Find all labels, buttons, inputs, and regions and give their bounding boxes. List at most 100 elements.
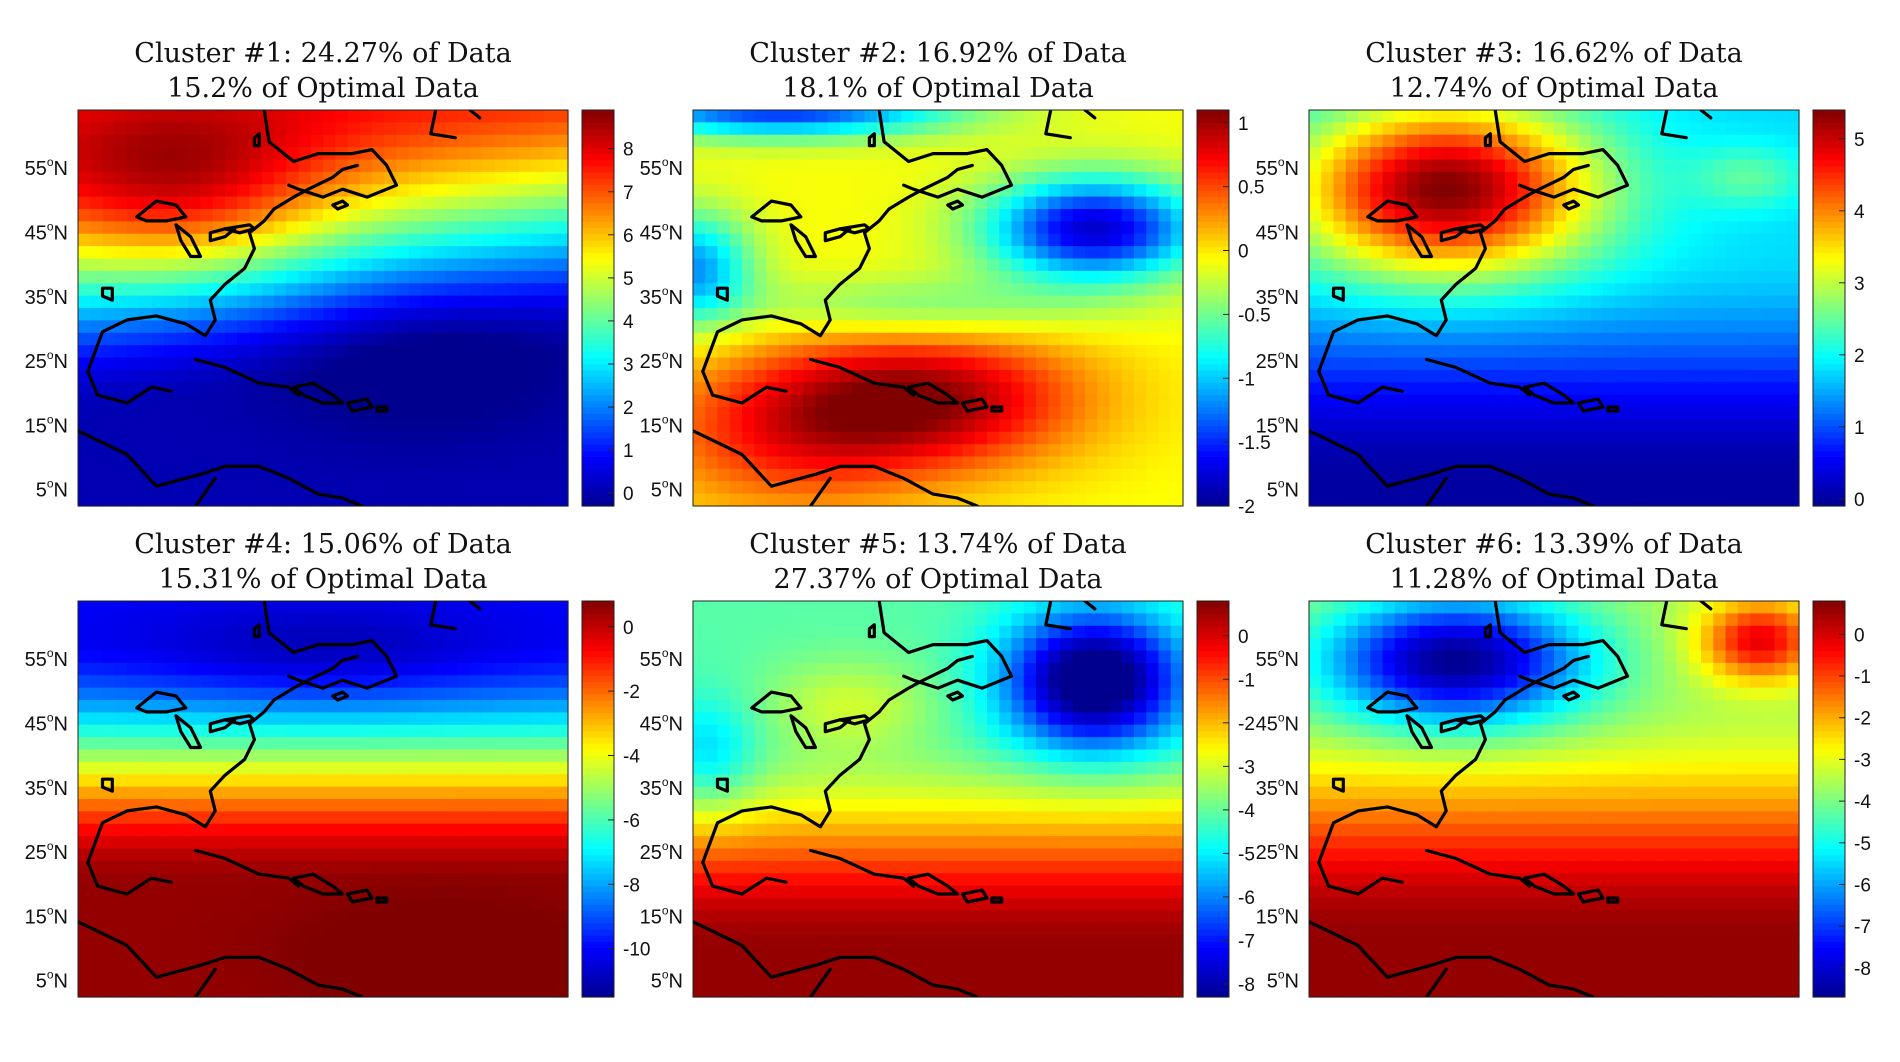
heatmap-cell xyxy=(519,724,532,738)
heatmap-cell xyxy=(445,774,459,788)
heatmap-cell xyxy=(347,431,361,445)
heatmap-cell xyxy=(1011,147,1025,161)
heatmap-cell xyxy=(261,811,275,825)
heatmap-cell xyxy=(1109,308,1123,321)
heatmap-cell xyxy=(114,171,128,185)
heatmap-cell xyxy=(225,308,238,321)
colorbar-band xyxy=(1813,246,1845,253)
heatmap-cell xyxy=(445,147,459,161)
heatmap-cell xyxy=(1036,196,1049,210)
colorbar-band xyxy=(582,388,614,396)
heatmap-cell xyxy=(384,196,398,210)
heatmap-cell xyxy=(974,258,988,272)
heatmap-cell xyxy=(286,493,300,507)
heatmap-cell xyxy=(555,270,569,284)
heatmap-cell xyxy=(347,687,361,701)
heatmap-cell xyxy=(286,444,300,458)
heatmap-cell xyxy=(1060,110,1074,123)
heatmap-cell xyxy=(506,171,520,185)
heatmap-cell xyxy=(335,246,349,260)
heatmap-cell xyxy=(1333,357,1347,371)
heatmap-cell xyxy=(543,601,557,614)
heatmap-cell xyxy=(1639,246,1653,260)
heatmap-cell xyxy=(433,196,447,210)
heatmap-cell xyxy=(864,308,878,321)
heatmap-cell xyxy=(1627,308,1641,321)
heatmap-cell xyxy=(1170,468,1184,482)
heatmap-cell xyxy=(90,295,104,309)
heatmap-cell xyxy=(1774,171,1788,185)
heatmap-cell xyxy=(693,320,706,334)
heatmap-cell xyxy=(421,712,434,726)
heatmap-cell xyxy=(1480,320,1494,334)
heatmap-cell xyxy=(1468,382,1482,396)
heatmap-cell xyxy=(323,270,336,284)
heatmap-cell xyxy=(1370,320,1384,334)
heatmap-cell xyxy=(1517,159,1531,173)
heatmap-cell xyxy=(1639,233,1653,247)
heatmap-cell xyxy=(249,122,263,136)
heatmap-cell xyxy=(494,110,508,123)
colorbar-band xyxy=(1197,419,1229,427)
heatmap-cell xyxy=(778,431,792,445)
heatmap-cell xyxy=(200,419,214,433)
colorbar-band xyxy=(582,407,614,414)
heatmap-cell xyxy=(237,147,251,161)
heatmap-cell xyxy=(766,258,780,272)
coastline xyxy=(1699,110,1713,120)
heatmap-cell xyxy=(127,431,140,445)
heatmap-cell xyxy=(1750,320,1763,334)
colorbar-band xyxy=(1813,153,1845,161)
colorbar-band xyxy=(582,431,614,439)
heatmap-cell xyxy=(200,737,214,751)
heatmap-cell xyxy=(421,147,434,161)
heatmap-cell xyxy=(359,650,373,664)
heatmap-cell xyxy=(445,369,459,383)
heatmap-cell xyxy=(1786,468,1800,482)
heatmap-cell xyxy=(1370,184,1384,198)
heatmap-cell xyxy=(555,638,569,652)
heatmap-cell xyxy=(1578,221,1592,235)
heatmap-cell xyxy=(1382,147,1396,161)
heatmap-cell xyxy=(200,382,214,396)
heatmap-cell xyxy=(372,209,385,222)
heatmap-cell xyxy=(237,407,251,420)
colorbar-tick-label: -1 xyxy=(1238,369,1255,390)
heatmap-cell xyxy=(457,221,471,235)
heatmap-cell xyxy=(163,258,177,272)
heatmap-cell xyxy=(359,456,373,470)
heatmap-cell xyxy=(778,233,792,247)
heatmap-cell xyxy=(151,283,165,297)
colorbar-band xyxy=(1197,345,1229,352)
colorbar-band xyxy=(582,456,614,464)
heatmap-cell xyxy=(274,171,287,185)
heatmap-cell xyxy=(729,369,743,383)
heatmap-cell xyxy=(1713,456,1727,470)
heatmap-cell xyxy=(114,799,128,812)
heatmap-cell xyxy=(1146,209,1160,222)
heatmap-cell xyxy=(1725,407,1739,420)
heatmap-cell xyxy=(1072,246,1086,260)
heatmap-cell xyxy=(901,481,915,495)
heatmap-cell xyxy=(237,184,251,198)
heatmap-cell xyxy=(408,836,422,850)
heatmap-cell xyxy=(1566,246,1580,260)
heatmap-cell xyxy=(1468,283,1482,297)
heatmap-cell xyxy=(999,419,1013,433)
heatmap-cell xyxy=(310,468,324,482)
heatmap-cell xyxy=(1170,270,1184,284)
heatmap-cell xyxy=(163,159,177,173)
heatmap-cell xyxy=(791,357,804,371)
heatmap-cell xyxy=(766,493,780,507)
heatmap-cell xyxy=(139,650,153,664)
heatmap-cell xyxy=(1060,419,1074,433)
heatmap-cell xyxy=(298,811,312,825)
heatmap-cell xyxy=(78,419,91,433)
heatmap-cell xyxy=(852,444,866,458)
heatmap-cell xyxy=(1121,246,1135,260)
heatmap-cell xyxy=(1419,308,1433,321)
heatmap-cell xyxy=(1407,147,1420,161)
heatmap-cell xyxy=(1036,221,1049,235)
heatmap-cell xyxy=(543,724,557,738)
heatmap-cell xyxy=(791,134,804,148)
